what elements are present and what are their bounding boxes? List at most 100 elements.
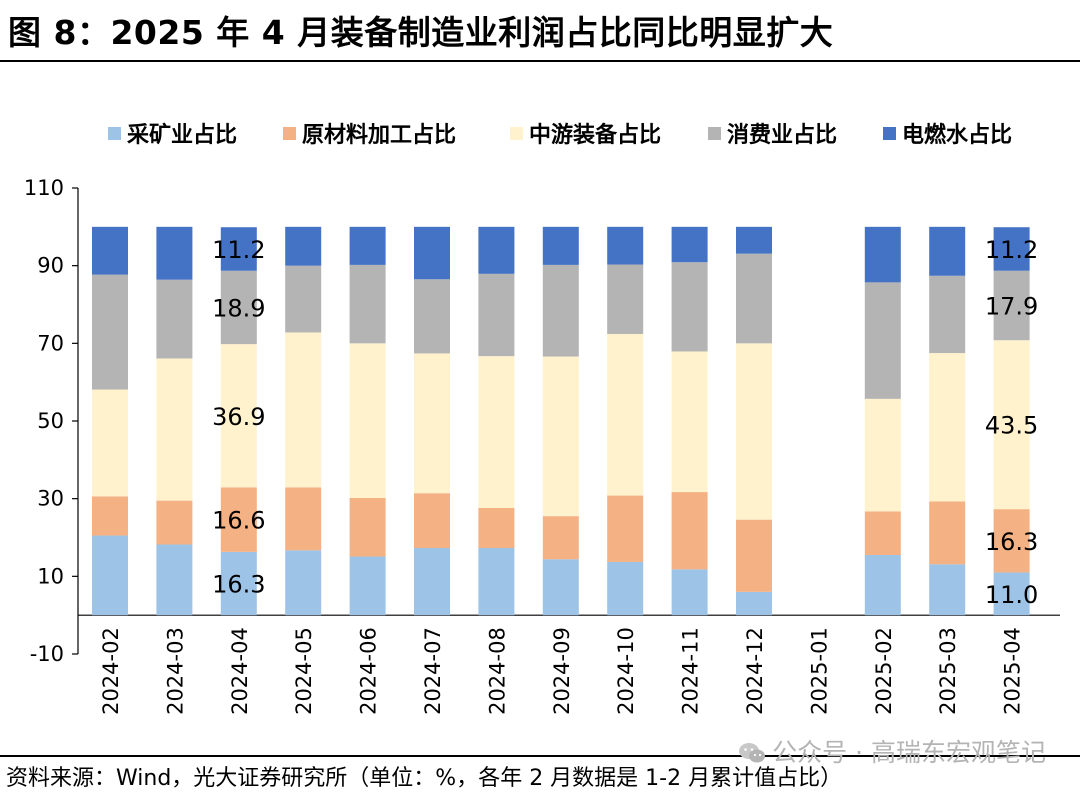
- bar-segment: [542, 264, 579, 357]
- data-label: 11.2: [985, 236, 1038, 264]
- chart-bars: [92, 226, 1030, 616]
- bar-segment: [349, 556, 386, 616]
- x-tick-label: 2024-12: [743, 627, 767, 715]
- bar-segment: [993, 340, 1030, 510]
- data-label: 17.9: [985, 292, 1038, 320]
- bar-segment: [285, 487, 322, 551]
- bar-segment: [92, 496, 128, 536]
- data-label: 16.6: [212, 507, 265, 535]
- bar-segment: [864, 282, 901, 399]
- bar-segment: [285, 265, 322, 333]
- x-tick-label: 2024-05: [292, 627, 316, 715]
- bar-segment: [156, 226, 193, 280]
- chart-data-labels: 16.3 16.6 36.9 18.9 11.2 11.0 16.3 43.5 17.9 11.2: [212, 236, 1038, 609]
- x-tick-label: 2024-06: [357, 627, 381, 715]
- bar-segment: [864, 511, 901, 555]
- legend-label: 中游装备占比: [529, 122, 661, 148]
- legend-swatch: [708, 127, 721, 140]
- x-tick-label: 2025-01: [807, 627, 831, 715]
- bar-segment: [607, 264, 644, 335]
- watermark: 公众号 · 高瑞东宏观笔记: [738, 733, 1046, 769]
- x-tick-label: 2024-09: [550, 627, 574, 715]
- bar-segment: [478, 547, 515, 616]
- legend-swatch: [510, 127, 523, 140]
- bar-segment: [92, 389, 128, 497]
- x-tick-label: 2025-02: [872, 627, 896, 715]
- bar-segment: [156, 544, 193, 616]
- legend-swatch: [283, 127, 296, 140]
- figure-title: 图 8：2025 年 4 月装备制造业利润占比同比明显扩大: [8, 13, 834, 52]
- bar-segment: [220, 344, 257, 488]
- bar-segment: [736, 226, 772, 254]
- legend-label: 消费业占比: [727, 123, 837, 148]
- bar-segment: [414, 547, 450, 616]
- bar-segment: [92, 535, 128, 616]
- y-tick-label: 50: [37, 409, 64, 433]
- bar-segment: [542, 356, 579, 517]
- bar-segment: [156, 358, 193, 501]
- bar-segment: [929, 564, 966, 616]
- bar-segment: [929, 226, 966, 276]
- bar-segment: [478, 226, 515, 274]
- x-tick-label: 2024-10: [614, 627, 638, 715]
- legend-label: 采矿业占比: [127, 122, 237, 148]
- bar-segment: [349, 343, 386, 498]
- bar-segment: [92, 274, 128, 390]
- bar-segment: [220, 551, 257, 616]
- bar-segment: [349, 497, 386, 557]
- y-tick-label: -10: [30, 642, 64, 666]
- y-tick-label: 70: [37, 331, 64, 355]
- x-tick-label: 2024-04: [228, 627, 252, 715]
- bar-segment: [993, 227, 1030, 271]
- legend-swatch: [883, 127, 896, 140]
- data-label: 36.9: [212, 403, 265, 431]
- x-tick-label: 2024-02: [99, 627, 123, 715]
- bar-segment: [736, 591, 772, 616]
- chart-legend: 采矿业占比 原材料加工占比 中游装备占比 消费业占比 电燃水占比: [108, 122, 1012, 148]
- bar-segment: [929, 501, 966, 565]
- title-rule: [0, 60, 1080, 62]
- wechat-icon: [739, 743, 766, 763]
- x-tick-label: 2024-07: [421, 627, 445, 715]
- bar-segment: [607, 334, 644, 496]
- bar-segment: [414, 353, 450, 494]
- bar-segment: [929, 275, 966, 354]
- bar-segment: [671, 569, 708, 616]
- bar-segment: [220, 487, 257, 552]
- data-label: 11.2: [212, 236, 265, 264]
- bar-segment: [478, 273, 515, 357]
- bar-segment: [542, 226, 579, 265]
- bar-segment: [864, 554, 901, 616]
- bar-segment: [607, 226, 644, 265]
- bar-segment: [607, 561, 644, 616]
- bar-segment: [478, 356, 515, 508]
- bar-segment: [220, 270, 257, 345]
- data-label: 16.3: [212, 571, 265, 599]
- bar-segment: [993, 270, 1030, 341]
- bar-segment: [736, 253, 772, 344]
- x-tick-label: 2024-03: [163, 627, 187, 715]
- bar-segment: [736, 343, 772, 520]
- bar-segment: [736, 519, 772, 592]
- bar-segment: [671, 262, 708, 352]
- stacked-bar-chart: 采矿业占比 原材料加工占比 中游装备占比 消费业占比 电燃水占比 -10 10 30 50 70…: [24, 122, 1060, 715]
- data-label: 11.0: [985, 581, 1038, 609]
- legend-label: 电燃水占比: [902, 122, 1012, 148]
- bar-segment: [349, 264, 386, 344]
- bar-segment: [414, 493, 450, 548]
- x-tick-label: 2024-11: [679, 627, 703, 715]
- bar-segment: [542, 516, 579, 560]
- bar-segment: [671, 226, 708, 263]
- bar-segment: [864, 398, 901, 512]
- bar-segment: [478, 507, 515, 548]
- bar-segment: [92, 226, 128, 275]
- bar-segment: [220, 227, 257, 271]
- bar-segment: [156, 279, 193, 359]
- bar-segment: [285, 226, 322, 266]
- x-tick-label: 2025-03: [936, 627, 960, 715]
- source-note: 资料来源：Wind，光大证券研究所（单位：%，各年 2 月数据是 1-2 月累计…: [6, 766, 843, 791]
- bar-segment: [993, 572, 1030, 616]
- bar-segment: [414, 226, 450, 280]
- bar-segment: [929, 353, 966, 502]
- bar-segment: [156, 500, 193, 545]
